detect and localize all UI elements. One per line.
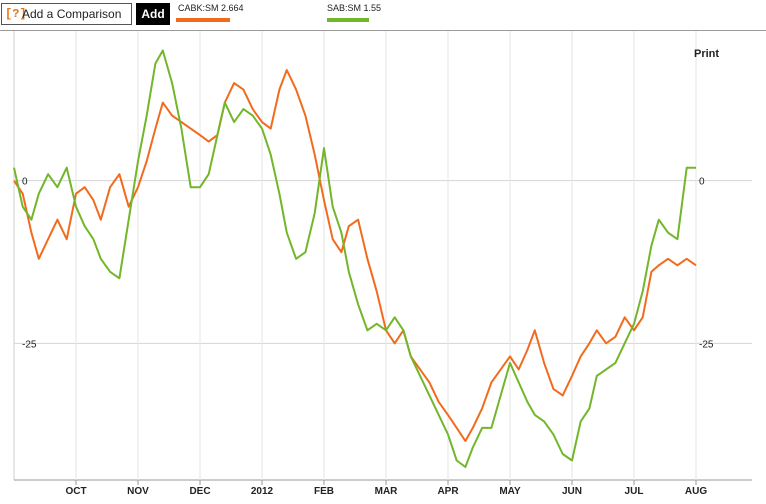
legend-sab: SAB:SM 1.55 [327, 3, 382, 13]
x-tick-label: JUL [625, 486, 644, 497]
y-tick-label-right: -25 [699, 339, 714, 350]
x-tick-label: JUN [562, 486, 582, 497]
x-tick-label: APR [437, 486, 459, 497]
x-tick-label: NOV [127, 486, 149, 497]
toolbar-divider [0, 30, 766, 31]
x-tick-label: 2012 [251, 486, 274, 497]
x-tick-label: FEB [314, 486, 334, 497]
y-tick-label-left: -25 [22, 339, 37, 350]
x-tick-label: MAR [375, 486, 399, 497]
label-layer: 0 0 -25 -25 OCT NOV DEC 2012 FEB MAR APR MAY JUN JUL A… [22, 177, 714, 497]
legend-swatch-cabk [176, 18, 230, 22]
compare-placeholder: Add a Comparison [22, 7, 122, 21]
add-comparison-button[interactable]: Add [136, 3, 170, 25]
x-tick-label: OCT [65, 486, 86, 497]
series-line-sab-sm [13, 49, 696, 468]
help-icon[interactable]: [?] [5, 7, 27, 21]
y-tick-label-left: 0 [22, 177, 28, 188]
comparison-toolbar: [?] Add a Comparison Add CABK:SM 2.664 S… [0, 0, 766, 30]
legend-swatch-sab [327, 18, 369, 22]
x-tick-label: AUG [685, 486, 707, 497]
x-tick-label: DEC [189, 486, 210, 497]
y-tick-label-right: 0 [699, 177, 705, 188]
legend-cabk: CABK:SM 2.664 [178, 3, 244, 13]
compare-input[interactable]: [?] Add a Comparison [1, 3, 132, 25]
print-button[interactable]: Print [694, 48, 720, 60]
grid-layer [13, 31, 752, 485]
series-layer [13, 49, 697, 468]
series-line-cabk-sm [13, 69, 697, 442]
x-tick-label: MAY [499, 486, 521, 497]
